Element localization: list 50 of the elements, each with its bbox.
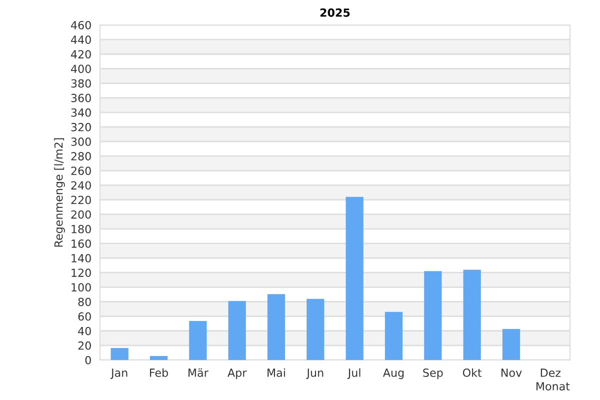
bar — [267, 294, 286, 360]
y-tick-label: 180 — [72, 224, 91, 234]
y-tick-label: 300 — [71, 137, 91, 146]
x-tick-label: Mär — [188, 368, 208, 377]
x-tick-label: Feb — [150, 368, 168, 377]
bar — [346, 196, 364, 360]
y-tick-label: 460 — [71, 20, 91, 30]
y-tick-label: 20 — [78, 341, 91, 350]
y-axis-title: Regenmenge [l/m2] — [54, 138, 65, 247]
bar — [110, 348, 128, 360]
y-tick-label: 160 — [72, 239, 91, 248]
y-tick-label: 100 — [72, 283, 91, 292]
y-tick-label: 40 — [78, 326, 91, 336]
x-tick-label: Jun — [306, 368, 324, 379]
bar — [228, 301, 246, 360]
x-tick-label: Aug — [382, 368, 404, 380]
y-tick-label: 440 — [71, 36, 91, 44]
chart-title: 2025 — [320, 8, 350, 17]
y-tick-label: 80 — [78, 298, 91, 306]
y-tick-label: 400 — [71, 64, 91, 74]
x-tick-label: Nov — [501, 368, 522, 377]
x-tick-label: Jan — [110, 368, 128, 379]
x-tick-label: Jul — [347, 368, 360, 379]
y-tick-label: 200 — [71, 210, 91, 219]
y-tick-label: 120 — [72, 268, 91, 277]
y-tick-label: 320 — [71, 122, 91, 132]
x-tick-label: Sep — [423, 368, 443, 380]
bar — [463, 270, 481, 360]
bar — [150, 356, 168, 360]
bar — [384, 312, 403, 360]
bar — [189, 321, 207, 360]
y-tick-label: 260 — [71, 166, 91, 176]
bar — [502, 329, 520, 360]
y-tick-label: 0 — [85, 356, 91, 364]
y-tick-label: 60 — [78, 312, 91, 321]
y-tick-label: 220 — [71, 196, 91, 204]
y-tick-label: 140 — [72, 254, 91, 262]
x-axis-title: Monat — [536, 382, 570, 390]
x-tick-label: Apr — [228, 368, 247, 380]
x-tick-label: Mai — [268, 368, 285, 377]
bar — [424, 271, 442, 360]
x-tick-label: Okt — [462, 368, 482, 377]
y-tick-label: 280 — [71, 152, 91, 160]
y-tick-label: 380 — [71, 79, 91, 88]
x-tick-label: Dez — [540, 368, 561, 377]
bar — [306, 298, 324, 360]
y-tick-label: 340 — [71, 108, 91, 117]
y-tick-label: 240 — [71, 181, 91, 190]
y-tick-label: 420 — [71, 50, 91, 59]
y-tick-label: 360 — [71, 94, 91, 102]
